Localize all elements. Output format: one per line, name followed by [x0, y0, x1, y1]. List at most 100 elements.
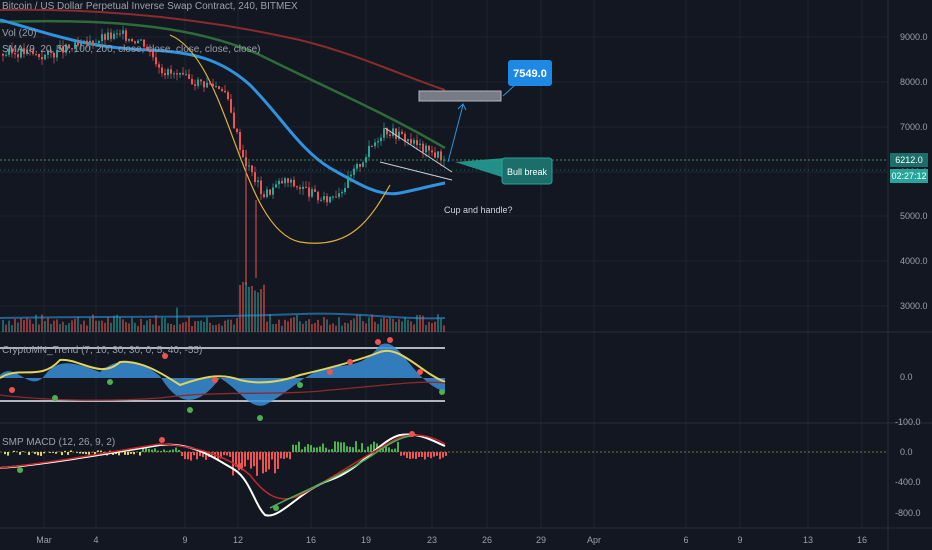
volume-bar: [53, 320, 55, 332]
volume-bar: [68, 323, 70, 332]
volume-bar: [158, 325, 160, 332]
volume-bar: [437, 314, 439, 332]
volume-bar: [416, 314, 418, 332]
candle-body: [80, 42, 82, 46]
candle-body: [62, 46, 64, 53]
volume-bar: [374, 321, 376, 332]
volume-bar: [224, 320, 226, 332]
macd-histogram-bar: [292, 444, 294, 452]
volume-bar: [173, 325, 175, 332]
volume-bar: [32, 323, 34, 332]
candle-body: [287, 178, 289, 183]
candle-body: [107, 32, 109, 40]
volume-bar: [308, 319, 310, 332]
candle-body: [200, 79, 202, 82]
candle-body: [437, 151, 439, 158]
macd-histogram-bar: [337, 441, 339, 452]
projection-arrow[interactable]: [447, 104, 464, 163]
volume-bar: [242, 282, 244, 332]
trend-indicator-label[interactable]: CryptoMN_Trend (7, 10, 30, 30, 0, 5, 40,…: [2, 345, 203, 356]
candle-body: [425, 145, 427, 153]
sma-label[interactable]: SMA (9, 20, 50, 100, 200, close, close, …: [2, 44, 261, 55]
macd-histogram-bar: [262, 452, 264, 474]
candle-body: [56, 49, 58, 58]
volume-bar: [26, 317, 28, 332]
candle-body: [431, 150, 433, 153]
macd-histogram-bar: [154, 448, 156, 452]
candle-body: [68, 44, 70, 49]
candle-body: [260, 180, 262, 195]
candle-body: [176, 73, 178, 75]
volume-bar: [71, 320, 73, 332]
trend-signal-dot: [162, 353, 168, 359]
volume-bar: [155, 315, 157, 332]
candle-body: [254, 172, 256, 183]
volume-bar: [389, 317, 391, 332]
macd-histogram-bar: [370, 444, 372, 452]
volume-bar: [44, 320, 46, 332]
volume-bar: [335, 325, 337, 332]
macd-histogram-bar: [319, 446, 321, 452]
macd-histogram-bar: [4, 452, 6, 455]
macd-histogram-bar: [349, 446, 351, 452]
candle-body: [89, 40, 91, 45]
candle-body: [224, 90, 226, 93]
macd-histogram-bar: [313, 447, 315, 452]
macd-indicator-label[interactable]: SMP MACD (12, 26, 9, 2): [2, 437, 116, 448]
macd-histogram-bar: [403, 452, 405, 456]
trend-tick: -100.0: [895, 417, 921, 427]
volume-bar: [230, 319, 232, 332]
macd-histogram-bar: [352, 447, 354, 452]
trend-signal-dot: [375, 339, 381, 345]
candle-body: [386, 128, 388, 135]
candle-body: [59, 46, 61, 50]
target-zone[interactable]: [418, 90, 502, 102]
macd-histogram-bar: [250, 452, 252, 469]
volume-bar: [413, 324, 415, 332]
macd-histogram-bar: [325, 447, 327, 452]
volume-bar: [239, 284, 241, 332]
macd-histogram-bar: [226, 452, 228, 456]
pattern-note[interactable]: Cup and handle?: [444, 205, 513, 215]
time-tick: 6: [683, 535, 688, 545]
candle-body: [167, 69, 169, 76]
volume-bar: [359, 314, 361, 332]
macd-histogram-bar: [190, 452, 192, 461]
macd-signal-dot: [237, 463, 243, 469]
volume-bar: [41, 314, 43, 332]
trend-signal-dot: [107, 379, 113, 385]
volume-bar: [269, 314, 271, 332]
volume-bar: [272, 324, 274, 332]
candle-body: [212, 83, 214, 87]
volume-bar: [50, 323, 52, 332]
handle-upper-line[interactable]: [384, 127, 453, 173]
time-axis[interactable]: Mar 4 9 12 16 19 23 26 29 Apr 6 9 13 16: [36, 535, 867, 545]
bull-break-callout[interactable]: [501, 157, 553, 185]
handle-lower-line[interactable]: [379, 161, 453, 181]
candle-body: [311, 189, 313, 197]
candle-body: [119, 33, 121, 35]
trend-signal-dot: [9, 387, 15, 393]
volume-label[interactable]: Vol (20): [2, 28, 37, 39]
volume-bar: [278, 319, 280, 332]
volume-bar: [92, 314, 94, 332]
macd-histogram-bar: [172, 449, 174, 452]
macd-histogram-bar: [418, 452, 420, 457]
volume-bar: [266, 321, 268, 332]
volume-bar: [401, 321, 403, 332]
candle-body: [185, 74, 187, 76]
macd-histogram-bar: [235, 452, 237, 467]
macd-histogram-bar: [421, 452, 423, 458]
macd-histogram-bar: [13, 450, 15, 452]
candle-body: [308, 187, 310, 197]
candle-body: [395, 128, 397, 139]
macd-histogram-bar: [40, 452, 42, 456]
candle-body: [41, 57, 43, 60]
target-callout[interactable]: [508, 60, 552, 86]
chart-title[interactable]: Bitcoin / US Dollar Perpetual Inverse Sw…: [2, 1, 298, 12]
macd-histogram-bar: [388, 447, 390, 452]
volume-bar: [398, 319, 400, 332]
volume-bar: [422, 315, 424, 332]
volume-bar: [8, 320, 10, 332]
